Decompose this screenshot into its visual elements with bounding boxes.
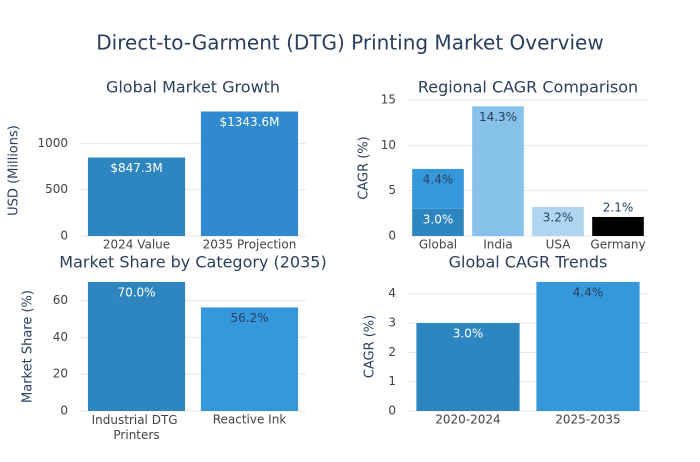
y-tick-label: 15: [381, 93, 396, 107]
bar: [87, 282, 186, 411]
x-tick-label: Industrial DTG Printers: [92, 413, 182, 442]
bar: [536, 282, 640, 411]
x-tick-label: 2020-2024: [435, 413, 500, 427]
bar: [412, 168, 464, 209]
x-tick-label: USA: [546, 238, 572, 252]
value-label: 3.0%: [453, 327, 484, 341]
y-tick-label: 0: [60, 229, 68, 243]
chart-title: Direct-to-Garment (DTG) Printing Market …: [96, 31, 603, 55]
bar: [532, 206, 584, 236]
bar: [200, 307, 299, 411]
bar: [412, 208, 464, 236]
value-label: 70.0%: [117, 286, 155, 300]
y-tick-label: 4: [388, 286, 396, 300]
x-tick-label: India: [483, 238, 512, 252]
y-axis-label: Market Share (%): [21, 290, 36, 403]
x-tick-label: 2035 Projection: [203, 238, 297, 252]
x-tick-label: 2025-2035: [555, 413, 620, 427]
y-axis-label: CAGR (%): [363, 315, 378, 378]
bar: [472, 106, 524, 236]
bar: [592, 216, 644, 236]
subplot-title: Regional CAGR Comparison: [418, 78, 638, 97]
y-tick-label: 60: [53, 293, 68, 307]
subplot-title: Market Share by Category (2035): [59, 253, 326, 272]
y-tick-label: 1: [388, 374, 396, 388]
bar: [87, 157, 186, 236]
y-tick-label: 5: [388, 183, 396, 197]
x-tick-label: 2024 Value: [103, 238, 170, 252]
y-axis-label: USD (Millions): [7, 125, 22, 216]
y-tick-label: 40: [53, 330, 68, 344]
y-tick-label: 2: [388, 345, 396, 359]
y-tick-label: 20: [53, 367, 68, 381]
value-label: 4.4%: [573, 286, 604, 300]
value-label: 3.0%: [423, 212, 454, 226]
subplot-title: Global CAGR Trends: [449, 253, 608, 272]
y-tick-label: 3: [388, 316, 396, 330]
bar: [416, 323, 520, 411]
y-tick-label: 1000: [37, 136, 68, 150]
value-label: 3.2%: [543, 210, 574, 224]
y-tick-label: 500: [45, 182, 68, 196]
y-tick-label: 0: [388, 229, 396, 243]
y-tick-label: 0: [388, 404, 396, 418]
value-label: $847.3M: [110, 161, 162, 175]
x-tick-label: Germany: [590, 238, 645, 252]
subplot-title: Global Market Growth: [106, 78, 280, 97]
value-label: 56.2%: [230, 311, 268, 325]
x-tick-label: Reactive Ink: [213, 413, 287, 427]
y-tick-label: 10: [381, 138, 396, 152]
y-tick-label: 0: [60, 404, 68, 418]
value-label: 2.1%: [603, 200, 634, 214]
bar: [200, 111, 299, 236]
x-tick-label: Global: [419, 238, 457, 252]
value-label: 14.3%: [479, 110, 517, 124]
y-axis-label: CAGR (%): [357, 136, 372, 199]
value-label: 4.4%: [423, 172, 454, 186]
value-label: $1343.6M: [220, 115, 280, 129]
